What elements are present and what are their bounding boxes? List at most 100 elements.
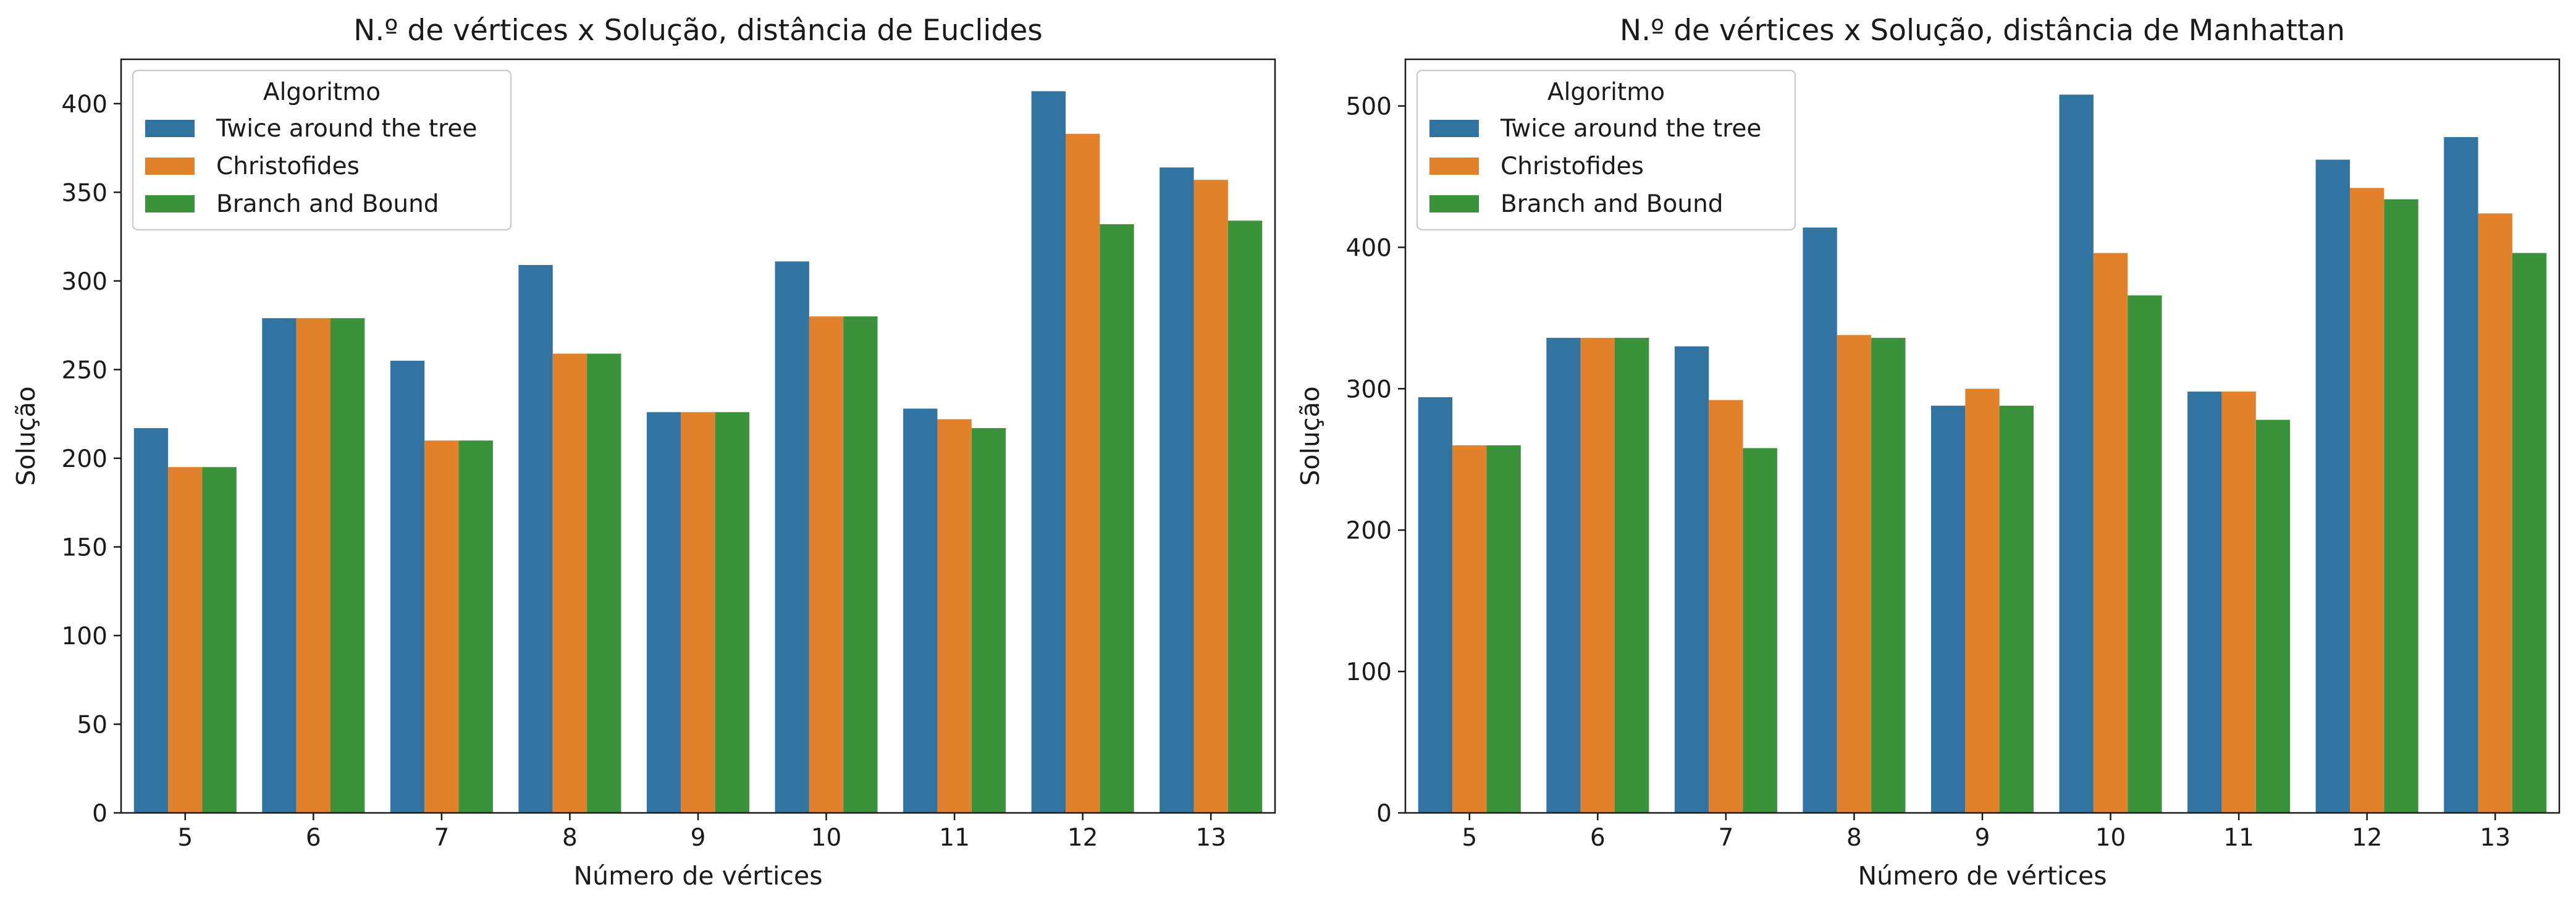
legend: Algoritmo Twice around the tree Christofid… <box>1416 69 1796 231</box>
bar-twice-around-the-tree-5 <box>133 428 169 813</box>
bar-twice-around-the-tree-6 <box>262 318 297 813</box>
bar-twice-around-the-tree-7 <box>1674 346 1709 813</box>
bar-christofides-8 <box>1837 335 1872 813</box>
bar-branch-and-bound-9 <box>1999 405 2034 813</box>
x-tick-label: 6 <box>1590 824 1606 852</box>
chart-euclides: 5 6 7 8 9 10 11 12 13 0 50 100 150 200 250 300 350 400 N.º… <box>11 14 1276 891</box>
bar-twice-around-the-tree-9 <box>1930 405 1966 813</box>
bar-twice-around-the-tree-9 <box>646 412 681 813</box>
legend-swatch <box>145 158 195 175</box>
y-axis-label: Solução <box>11 386 41 486</box>
y-tick-label: 500 <box>1346 93 1392 121</box>
bar-christofides-7 <box>1709 400 1743 813</box>
bar-twice-around-the-tree-7 <box>390 361 425 813</box>
legend-label: Branch and Bound <box>1501 190 1724 218</box>
bars <box>1418 95 2547 813</box>
bar-branch-and-bound-6 <box>1615 337 1649 813</box>
bar-branch-and-bound-9 <box>715 412 750 813</box>
legend-box <box>132 69 512 231</box>
x-tick-label: 7 <box>1718 824 1733 852</box>
bar-twice-around-the-tree-11 <box>2187 391 2222 813</box>
bar-christofides-10 <box>809 316 844 813</box>
legend-swatch <box>1429 195 1479 212</box>
bar-christofides-11 <box>937 419 972 813</box>
x-tick-label: 13 <box>2480 824 2511 852</box>
bar-christofides-12 <box>1065 133 1100 813</box>
bar-branch-and-bound-13 <box>2512 253 2547 813</box>
chart-manhattan: 5 6 7 8 9 10 11 12 13 0 100 200 300 400 500 N.º de vért… <box>1295 14 2561 891</box>
bar-branch-and-bound-11 <box>2255 419 2291 813</box>
bar-christofides-6 <box>1580 337 1615 813</box>
bar-branch-and-bound-5 <box>202 467 237 813</box>
bar-twice-around-the-tree-10 <box>2059 95 2094 813</box>
bar-twice-around-the-tree-8 <box>1803 227 1837 813</box>
bar-christofides-5 <box>1452 445 1487 813</box>
bars <box>133 91 1263 813</box>
x-tick-label: 6 <box>306 824 321 852</box>
y-tick-label: 150 <box>62 534 107 561</box>
bar-christofides-9 <box>681 412 715 813</box>
x-tick-label: 8 <box>562 824 578 852</box>
bar-christofides-13 <box>1193 180 1228 813</box>
y-axis-label: Solução <box>1295 386 1325 486</box>
bar-twice-around-the-tree-10 <box>775 261 809 813</box>
bar-twice-around-the-tree-12 <box>1031 91 1066 813</box>
x-axis-label: Número de vértices <box>1858 861 2107 891</box>
chart-title: N.º de vértices x Solução, distância de … <box>353 14 1042 48</box>
bar-branch-and-bound-12 <box>1100 224 1134 813</box>
bar-christofides-8 <box>552 353 587 813</box>
legend-swatch <box>145 195 195 212</box>
bar-branch-and-bound-11 <box>971 428 1006 813</box>
y-tick-label: 300 <box>1346 376 1392 403</box>
x-tick-label: 11 <box>939 824 970 852</box>
x-tick-label: 5 <box>1462 824 1477 852</box>
x-tick-label: 9 <box>691 824 706 852</box>
y-tick-label: 400 <box>62 91 107 119</box>
bar-branch-and-bound-10 <box>2128 295 2162 813</box>
bar-branch-and-bound-13 <box>1227 221 1263 813</box>
bar-twice-around-the-tree-6 <box>1546 337 1581 813</box>
bar-twice-around-the-tree-13 <box>2444 137 2478 813</box>
y-tick-label: 50 <box>77 711 107 739</box>
y-tick-label: 400 <box>1346 234 1392 262</box>
legend-swatch <box>1429 158 1479 175</box>
bar-branch-and-bound-8 <box>587 353 621 813</box>
y-tick-label: 0 <box>92 800 107 828</box>
bar-christofides-13 <box>2478 213 2512 813</box>
legend-label: Christofides <box>216 153 360 180</box>
bar-branch-and-bound-10 <box>843 316 878 813</box>
legend-title: Algoritmo <box>263 78 381 106</box>
x-tick-label: 9 <box>1975 824 1990 852</box>
bar-christofides-6 <box>296 318 331 813</box>
x-tick-label: 8 <box>1846 824 1862 852</box>
x-tick-label: 10 <box>2095 824 2126 852</box>
y-tick-label: 200 <box>1346 517 1392 545</box>
bar-christofides-11 <box>2221 391 2256 813</box>
y-tick-label: 250 <box>62 356 107 384</box>
x-tick-label: 13 <box>1195 824 1226 852</box>
bar-branch-and-bound-6 <box>330 318 365 813</box>
legend-label: Twice around the tree <box>216 115 477 143</box>
x-tick-label: 12 <box>2352 824 2383 852</box>
bar-branch-and-bound-5 <box>1486 445 1521 813</box>
x-tick-label: 12 <box>1067 824 1098 852</box>
legend-swatch <box>145 120 195 137</box>
bar-twice-around-the-tree-12 <box>2315 159 2350 813</box>
legend-title: Algoritmo <box>1547 78 1665 106</box>
x-tick-label: 7 <box>434 824 449 852</box>
y-tick-label: 0 <box>1376 800 1392 828</box>
bar-branch-and-bound-7 <box>1743 448 1777 813</box>
bar-christofides-5 <box>168 467 203 813</box>
x-tick-label: 11 <box>2223 824 2254 852</box>
x-axis-label: Número de vértices <box>573 861 822 891</box>
bar-twice-around-the-tree-13 <box>1160 167 1194 813</box>
bar-branch-and-bound-8 <box>1871 337 1906 813</box>
bar-branch-and-bound-7 <box>458 440 493 813</box>
chart-title: N.º de vértices x Solução, distância de … <box>1620 14 2345 48</box>
y-tick-label: 100 <box>62 623 107 650</box>
x-tick-label: 10 <box>811 824 842 852</box>
bar-twice-around-the-tree-11 <box>903 408 938 813</box>
legend-box <box>1416 69 1796 231</box>
legend-swatch <box>1429 120 1479 137</box>
bar-christofides-7 <box>424 440 459 813</box>
